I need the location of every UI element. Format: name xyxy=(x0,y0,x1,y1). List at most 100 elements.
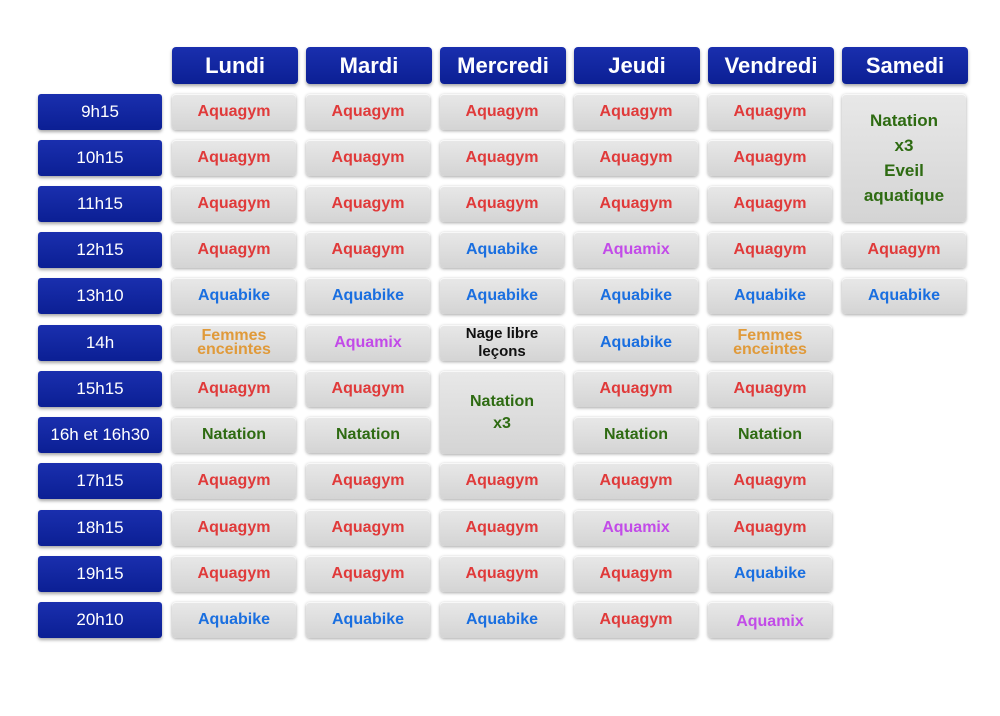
time-17h15: 17h15 xyxy=(38,463,162,499)
time-10h15: 10h15 xyxy=(38,140,162,176)
activity-label: Aquabike xyxy=(465,241,538,258)
activity-label: Aquagym xyxy=(331,519,405,536)
activity-label: Aquagym xyxy=(465,195,539,212)
slot-mardi-19h15: Aquagym xyxy=(306,556,430,592)
slot-lundi-18h15: Aquagym xyxy=(172,510,296,546)
time-12h15: 12h15 xyxy=(38,232,162,268)
slot-vendredi-14h: Femmes enceintes xyxy=(708,325,832,361)
header-samedi: Samedi xyxy=(842,47,968,84)
slot-lundi-11h15: Aquagym xyxy=(172,186,296,222)
slot-vendredi-9h15: Aquagym xyxy=(708,94,832,130)
activity-label: Natation xyxy=(470,392,534,410)
slot-jeudi-20h10: Aquagym xyxy=(574,602,698,638)
activity-label: Natation xyxy=(604,426,668,443)
activity-label: Aquagym xyxy=(733,241,807,258)
activity-label: Aquabike xyxy=(465,287,538,304)
slot-mardi-9h15: Aquagym xyxy=(306,94,430,130)
slot-mardi-18h15: Aquagym xyxy=(306,510,430,546)
activity-label: Natation xyxy=(738,426,802,443)
activity-label: Aquagym xyxy=(599,195,673,212)
slot-mardi-16h: Natation xyxy=(306,417,430,453)
time-19h15: 19h15 xyxy=(38,556,162,592)
slot-mardi-13h10: Aquabike xyxy=(306,278,430,314)
activity-label: Aquagym xyxy=(331,149,405,166)
slot-lundi-9h15: Aquagym xyxy=(172,94,296,130)
slot-mercredi-11h15: Aquagym xyxy=(440,186,564,222)
activity-label: Aquabike xyxy=(465,611,538,628)
slot-samedi-9h15-11h15: Natation x3 Eveil aquatique xyxy=(842,94,966,222)
activity-label: Aquagym xyxy=(465,103,539,120)
slot-jeudi-16h: Natation xyxy=(574,417,698,453)
activity-label: Aquagym xyxy=(331,472,405,489)
activity-label: Aquagym xyxy=(331,103,405,120)
activity-label: Aquagym xyxy=(331,195,405,212)
activity-label: Femmes xyxy=(737,327,803,344)
slot-jeudi-14h: Aquabike xyxy=(574,325,698,361)
slot-mercredi-14h: Nage libre leçons xyxy=(440,325,564,361)
slot-lundi-19h15: Aquagym xyxy=(172,556,296,592)
slot-mardi-11h15: Aquagym xyxy=(306,186,430,222)
activity-label: Aquagym xyxy=(465,565,539,582)
slot-lundi-12h15: Aquagym xyxy=(172,232,296,268)
activity-label: Aquagym xyxy=(197,472,271,489)
slot-vendredi-18h15: Aquagym xyxy=(708,510,832,546)
activity-label: Aquabike xyxy=(197,611,270,628)
activity-label: Aquamix xyxy=(334,334,402,351)
activity-label: x3 xyxy=(493,414,511,432)
slot-lundi-20h10: Aquabike xyxy=(172,602,296,638)
activity-label: Aquabike xyxy=(867,287,940,304)
time-15h15: 15h15 xyxy=(38,371,162,407)
slot-vendredi-11h15: Aquagym xyxy=(708,186,832,222)
activity-label: Aquabike xyxy=(599,334,672,351)
slot-vendredi-15h15: Aquagym xyxy=(708,371,832,407)
slot-vendredi-10h15: Aquagym xyxy=(708,140,832,176)
time-18h15: 18h15 xyxy=(38,510,162,546)
activity-label: Aquagym xyxy=(197,195,271,212)
slot-mercredi-17h15: Aquagym xyxy=(440,463,564,499)
slot-jeudi-19h15: Aquagym xyxy=(574,556,698,592)
time-13h10: 13h10 xyxy=(38,278,162,314)
slot-mercredi-20h10: Aquabike xyxy=(440,602,564,638)
slot-jeudi-10h15: Aquagym xyxy=(574,140,698,176)
activity-label: Aquagym xyxy=(733,472,807,489)
activity-label: Aquamix xyxy=(602,519,670,536)
activity-label: Aquagym xyxy=(599,472,673,489)
activity-label: Aquagym xyxy=(599,103,673,120)
slot-mercredi-9h15: Aquagym xyxy=(440,94,564,130)
time-16h-16h30: 16h et 16h30 xyxy=(38,417,162,453)
slot-lundi-14h: Femmes enceintes xyxy=(172,325,296,361)
header-jeudi: Jeudi xyxy=(574,47,700,84)
activity-label: Aquagym xyxy=(465,472,539,489)
activity-label: Femmes xyxy=(201,327,267,344)
activity-label: Aquagym xyxy=(197,519,271,536)
time-14h: 14h xyxy=(38,325,162,361)
slot-mardi-15h15: Aquagym xyxy=(306,371,430,407)
slot-jeudi-11h15: Aquagym xyxy=(574,186,698,222)
activity-label: Aquabike xyxy=(331,287,404,304)
activity-label: Aquagym xyxy=(599,565,673,582)
activity-label: Aquagym xyxy=(733,380,807,397)
activity-label: Aquagym xyxy=(867,241,941,258)
slot-vendredi-16h: Natation xyxy=(708,417,832,453)
activity-label: Aquamix xyxy=(736,613,804,630)
slot-samedi-13h10: Aquabike xyxy=(842,278,966,314)
activity-label: Aquabike xyxy=(331,611,404,628)
activity-label: Aquagym xyxy=(599,149,673,166)
slot-lundi-15h15: Aquagym xyxy=(172,371,296,407)
slot-jeudi-13h10: Aquabike xyxy=(574,278,698,314)
slot-vendredi-17h15: Aquagym xyxy=(708,463,832,499)
activity-label: Aquagym xyxy=(733,103,807,120)
activity-label: Aquagym xyxy=(733,149,807,166)
activity-label: Natation xyxy=(870,111,938,130)
activity-label: Eveil xyxy=(884,161,924,180)
activity-label: Natation xyxy=(336,426,400,443)
slot-mercredi-13h10: Aquabike xyxy=(440,278,564,314)
slot-lundi-13h10: Aquabike xyxy=(172,278,296,314)
slot-lundi-17h15: Aquagym xyxy=(172,463,296,499)
slot-jeudi-15h15: Aquagym xyxy=(574,371,698,407)
activity-label: Aquamix xyxy=(602,241,670,258)
activity-label: Nage libre leçons xyxy=(465,325,539,360)
slot-lundi-16h: Natation xyxy=(172,417,296,453)
time-11h15: 11h15 xyxy=(38,186,162,222)
slot-mardi-20h10: Aquabike xyxy=(306,602,430,638)
